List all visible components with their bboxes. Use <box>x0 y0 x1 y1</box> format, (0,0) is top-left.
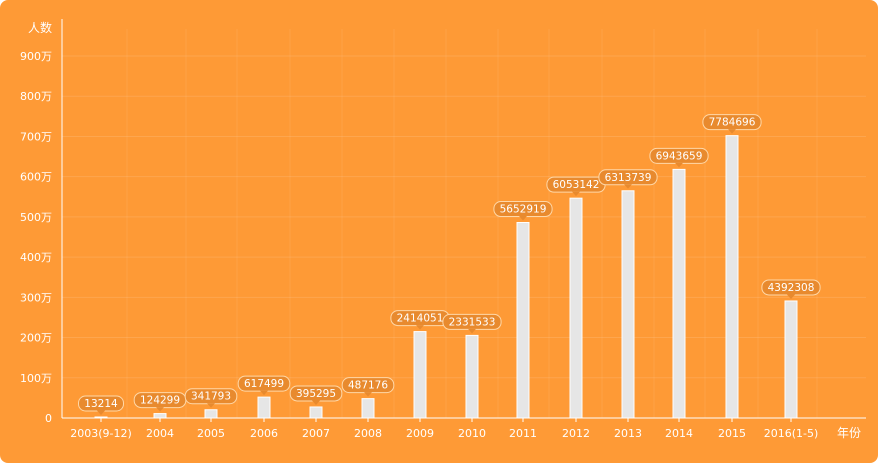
x-tick-label: 2003(9-12) <box>70 427 132 440</box>
bar <box>257 396 271 419</box>
bar <box>516 222 530 419</box>
data-label-pointer <box>624 184 632 189</box>
bar <box>672 168 686 419</box>
data-label-pointer <box>787 294 795 299</box>
bar <box>784 300 798 419</box>
x-tick-label: 2007 <box>302 427 330 440</box>
x-tick-label: 2013 <box>614 427 642 440</box>
x-tick-label: 2008 <box>354 427 382 440</box>
y-tick-label: 300万 <box>20 291 52 304</box>
data-label: 617499 <box>244 378 284 390</box>
bar <box>94 416 108 419</box>
bar <box>465 334 479 419</box>
bar <box>153 413 167 419</box>
data-label: 2331533 <box>449 316 496 328</box>
bar <box>569 197 583 419</box>
data-label: 7784696 <box>709 117 756 129</box>
bar <box>725 135 739 419</box>
bar <box>413 331 427 419</box>
data-label-pointer <box>260 390 268 396</box>
y-tick-label: 500万 <box>20 211 52 224</box>
data-label: 2414051 <box>397 313 444 325</box>
y-tick-label: 600万 <box>20 171 52 184</box>
data-label-pointer <box>519 216 527 221</box>
data-label: 6943659 <box>656 150 703 162</box>
y-tick-label: 200万 <box>20 332 52 345</box>
data-label: 6313739 <box>605 172 652 184</box>
data-label-pointer <box>97 410 105 415</box>
data-label-pointer <box>364 392 372 397</box>
data-label-pointer <box>468 328 476 334</box>
data-label-pointer <box>207 403 215 408</box>
x-tick-label: 2009 <box>406 427 434 440</box>
data-label: 341793 <box>191 391 231 403</box>
data-label: 13214 <box>84 398 118 410</box>
bar <box>621 190 635 419</box>
x-axis-title: 年份 <box>837 426 861 440</box>
x-tick-label: 2006 <box>250 427 278 440</box>
y-tick-label: 900万 <box>20 50 52 63</box>
data-label-pointer <box>572 191 580 197</box>
x-tick-label: 2012 <box>562 427 590 440</box>
y-tick-label: 0 <box>45 412 52 425</box>
x-tick-label: 2010 <box>458 427 486 440</box>
x-tick-label: 2016(1-5) <box>764 427 819 440</box>
data-label-pointer <box>312 400 320 405</box>
data-label: 395295 <box>296 388 336 400</box>
data-label: 4392308 <box>768 282 815 294</box>
bar <box>204 409 218 419</box>
bar <box>309 406 323 419</box>
x-tick-label: 2011 <box>509 427 537 440</box>
data-label-pointer <box>156 407 164 412</box>
x-tick-label: 2015 <box>718 427 746 440</box>
bar <box>361 398 375 419</box>
y-axis-title: 人数 <box>28 20 52 35</box>
x-tick-label: 2005 <box>197 427 225 440</box>
data-label: 487176 <box>348 380 388 392</box>
data-label: 5652919 <box>500 204 547 216</box>
data-label-pointer <box>675 162 683 168</box>
y-tick-label: 400万 <box>20 251 52 264</box>
data-label-pointer <box>728 129 736 134</box>
y-tick-label: 800万 <box>20 90 52 103</box>
data-label: 124299 <box>140 395 180 407</box>
x-tick-label: 2004 <box>146 427 174 440</box>
y-tick-label: 700万 <box>20 130 52 143</box>
y-tick-label: 100万 <box>20 372 52 385</box>
x-tick-label: 2014 <box>665 427 693 440</box>
data-label: 6053142 <box>553 179 600 191</box>
data-label-pointer <box>416 325 424 330</box>
